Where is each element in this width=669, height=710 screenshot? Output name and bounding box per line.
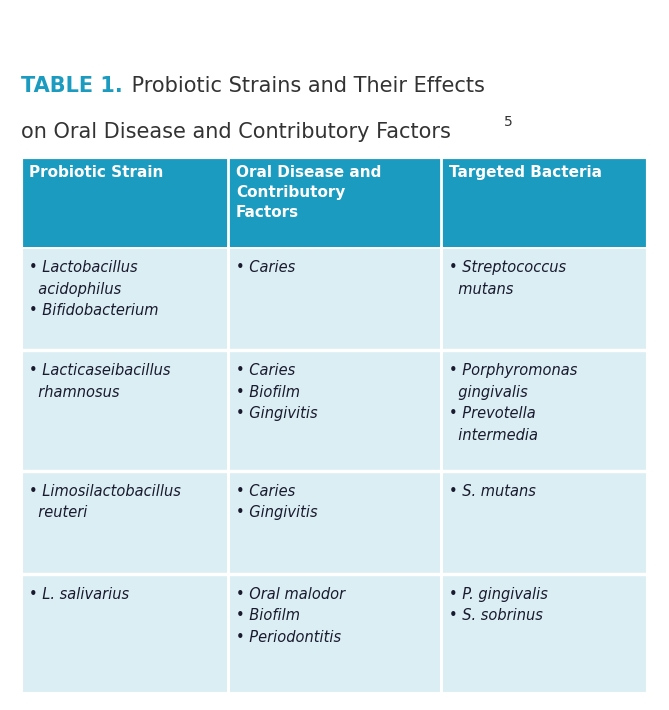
- FancyBboxPatch shape: [21, 471, 228, 574]
- Text: Oral Disease and
Contributory
Factors: Oral Disease and Contributory Factors: [236, 165, 381, 220]
- Text: • P. gingivalis
• S. sobrinus: • P. gingivalis • S. sobrinus: [449, 586, 548, 623]
- Text: • Lactobacillus
  acidophilus
• Bifidobacterium: • Lactobacillus acidophilus • Bifidobact…: [29, 260, 159, 318]
- FancyBboxPatch shape: [228, 574, 441, 694]
- FancyBboxPatch shape: [21, 574, 228, 694]
- FancyBboxPatch shape: [441, 471, 648, 574]
- FancyBboxPatch shape: [228, 471, 441, 574]
- FancyBboxPatch shape: [441, 350, 648, 471]
- FancyBboxPatch shape: [228, 247, 441, 350]
- Text: • Oral malodor
• Biofilm
• Periodontitis: • Oral malodor • Biofilm • Periodontitis: [236, 586, 345, 645]
- Text: • L. salivarius: • L. salivarius: [29, 586, 130, 601]
- Text: • Lacticaseibacillus
  rhamnosus: • Lacticaseibacillus rhamnosus: [29, 363, 171, 400]
- FancyBboxPatch shape: [21, 350, 228, 471]
- FancyBboxPatch shape: [21, 247, 228, 350]
- Text: Probiotic Strains and Their Effects: Probiotic Strains and Their Effects: [124, 76, 484, 96]
- FancyBboxPatch shape: [228, 350, 441, 471]
- Text: • Porphyromonas
  gingivalis
• Prevotella
  intermedia: • Porphyromonas gingivalis • Prevotella …: [449, 363, 577, 443]
- Text: Probiotic Strain: Probiotic Strain: [29, 165, 164, 180]
- Text: TABLE 1.: TABLE 1.: [21, 76, 123, 96]
- FancyBboxPatch shape: [441, 574, 648, 694]
- Text: • Streptococcus
  mutans: • Streptococcus mutans: [449, 260, 566, 297]
- Text: Targeted Bacteria: Targeted Bacteria: [449, 165, 602, 180]
- FancyBboxPatch shape: [441, 247, 648, 350]
- Text: • Caries
• Biofilm
• Gingivitis: • Caries • Biofilm • Gingivitis: [236, 363, 318, 421]
- Text: on Oral Disease and Contributory Factors: on Oral Disease and Contributory Factors: [21, 121, 452, 141]
- FancyBboxPatch shape: [21, 157, 648, 247]
- Text: 5: 5: [504, 114, 513, 129]
- Text: • Limosilactobacillus
  reuteri: • Limosilactobacillus reuteri: [29, 484, 181, 520]
- Text: • Caries
• Gingivitis: • Caries • Gingivitis: [236, 484, 318, 520]
- Text: • S. mutans: • S. mutans: [449, 484, 536, 498]
- Text: • Caries: • Caries: [236, 260, 295, 275]
